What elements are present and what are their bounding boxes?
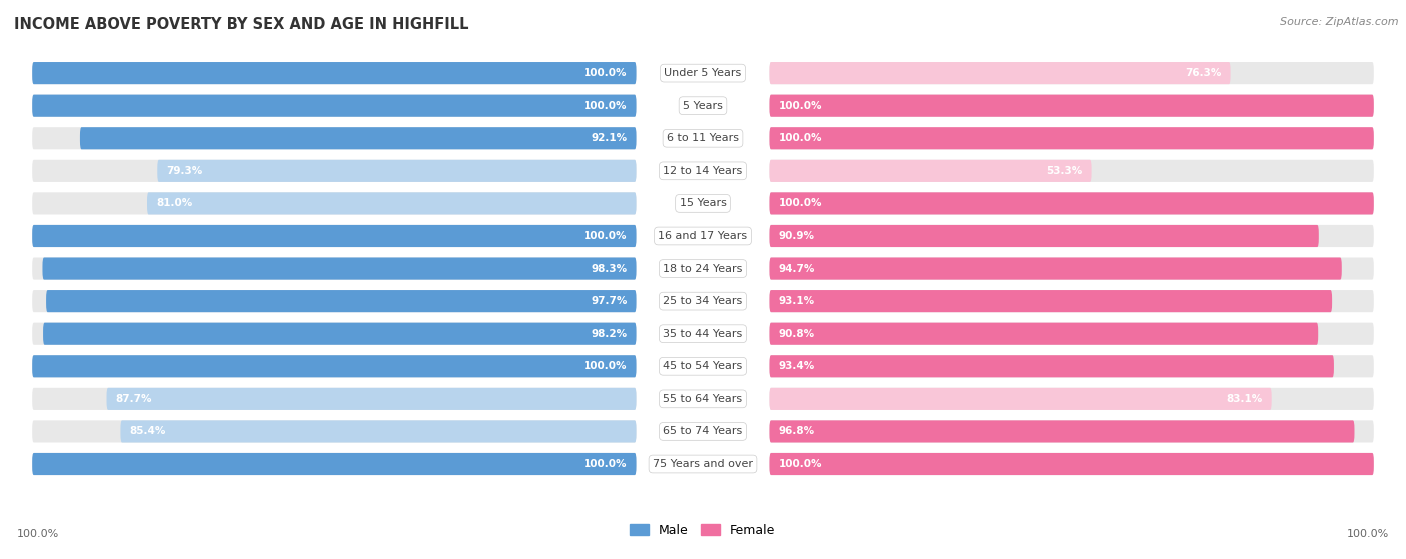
FancyBboxPatch shape xyxy=(32,94,637,117)
FancyBboxPatch shape xyxy=(32,355,637,377)
FancyBboxPatch shape xyxy=(121,420,637,443)
FancyBboxPatch shape xyxy=(32,160,637,182)
Text: 100.0%: 100.0% xyxy=(583,231,627,241)
FancyBboxPatch shape xyxy=(769,225,1374,247)
Legend: Male, Female: Male, Female xyxy=(626,519,780,542)
FancyBboxPatch shape xyxy=(769,127,1374,149)
Text: 100.0%: 100.0% xyxy=(583,459,627,469)
Text: Source: ZipAtlas.com: Source: ZipAtlas.com xyxy=(1281,17,1399,27)
FancyBboxPatch shape xyxy=(769,94,1374,117)
Text: 100.0%: 100.0% xyxy=(17,529,59,539)
FancyBboxPatch shape xyxy=(769,62,1374,84)
Text: 100.0%: 100.0% xyxy=(583,68,627,78)
Text: Under 5 Years: Under 5 Years xyxy=(665,68,741,78)
FancyBboxPatch shape xyxy=(769,453,1374,475)
Text: 83.1%: 83.1% xyxy=(1226,394,1263,404)
FancyBboxPatch shape xyxy=(769,160,1091,182)
Text: 87.7%: 87.7% xyxy=(115,394,152,404)
FancyBboxPatch shape xyxy=(32,62,637,84)
FancyBboxPatch shape xyxy=(769,388,1374,410)
Text: 76.3%: 76.3% xyxy=(1185,68,1222,78)
Text: 85.4%: 85.4% xyxy=(129,427,166,437)
FancyBboxPatch shape xyxy=(107,388,637,410)
Text: 93.4%: 93.4% xyxy=(779,361,815,371)
Text: 98.3%: 98.3% xyxy=(592,263,627,273)
FancyBboxPatch shape xyxy=(32,94,637,117)
Text: 35 to 44 Years: 35 to 44 Years xyxy=(664,329,742,339)
FancyBboxPatch shape xyxy=(42,258,637,280)
FancyBboxPatch shape xyxy=(769,355,1334,377)
FancyBboxPatch shape xyxy=(32,388,637,410)
Text: 100.0%: 100.0% xyxy=(583,101,627,111)
FancyBboxPatch shape xyxy=(32,192,637,215)
FancyBboxPatch shape xyxy=(769,62,1230,84)
FancyBboxPatch shape xyxy=(769,160,1374,182)
FancyBboxPatch shape xyxy=(769,192,1374,215)
FancyBboxPatch shape xyxy=(32,453,637,475)
FancyBboxPatch shape xyxy=(32,453,637,475)
Text: 18 to 24 Years: 18 to 24 Years xyxy=(664,263,742,273)
FancyBboxPatch shape xyxy=(769,453,1374,475)
FancyBboxPatch shape xyxy=(32,225,637,247)
Text: 75 Years and over: 75 Years and over xyxy=(652,459,754,469)
Text: 53.3%: 53.3% xyxy=(1046,166,1083,176)
Text: 90.9%: 90.9% xyxy=(779,231,814,241)
Text: 81.0%: 81.0% xyxy=(156,198,193,209)
Text: 15 Years: 15 Years xyxy=(679,198,727,209)
Text: 92.1%: 92.1% xyxy=(592,133,627,143)
FancyBboxPatch shape xyxy=(32,323,637,345)
Text: 79.3%: 79.3% xyxy=(166,166,202,176)
Text: 45 to 54 Years: 45 to 54 Years xyxy=(664,361,742,371)
Text: 93.1%: 93.1% xyxy=(779,296,814,306)
Text: 96.8%: 96.8% xyxy=(779,427,814,437)
Text: 5 Years: 5 Years xyxy=(683,101,723,111)
Text: 55 to 64 Years: 55 to 64 Years xyxy=(664,394,742,404)
FancyBboxPatch shape xyxy=(32,420,637,443)
FancyBboxPatch shape xyxy=(769,388,1271,410)
Text: 100.0%: 100.0% xyxy=(779,133,823,143)
FancyBboxPatch shape xyxy=(32,258,637,280)
FancyBboxPatch shape xyxy=(32,225,637,247)
FancyBboxPatch shape xyxy=(769,323,1374,345)
FancyBboxPatch shape xyxy=(769,323,1319,345)
FancyBboxPatch shape xyxy=(769,420,1374,443)
FancyBboxPatch shape xyxy=(80,127,637,149)
Text: 6 to 11 Years: 6 to 11 Years xyxy=(666,133,740,143)
FancyBboxPatch shape xyxy=(769,258,1374,280)
Text: 100.0%: 100.0% xyxy=(583,361,627,371)
Text: 98.2%: 98.2% xyxy=(592,329,627,339)
Text: 97.7%: 97.7% xyxy=(591,296,627,306)
FancyBboxPatch shape xyxy=(157,160,637,182)
FancyBboxPatch shape xyxy=(32,355,637,377)
FancyBboxPatch shape xyxy=(148,192,637,215)
Text: 25 to 34 Years: 25 to 34 Years xyxy=(664,296,742,306)
Text: 16 and 17 Years: 16 and 17 Years xyxy=(658,231,748,241)
FancyBboxPatch shape xyxy=(32,127,637,149)
FancyBboxPatch shape xyxy=(46,290,637,312)
FancyBboxPatch shape xyxy=(769,258,1341,280)
FancyBboxPatch shape xyxy=(769,420,1354,443)
FancyBboxPatch shape xyxy=(769,290,1331,312)
FancyBboxPatch shape xyxy=(32,290,637,312)
Text: 12 to 14 Years: 12 to 14 Years xyxy=(664,166,742,176)
Text: 65 to 74 Years: 65 to 74 Years xyxy=(664,427,742,437)
Text: 94.7%: 94.7% xyxy=(779,263,815,273)
FancyBboxPatch shape xyxy=(769,94,1374,117)
Text: 100.0%: 100.0% xyxy=(1347,529,1389,539)
FancyBboxPatch shape xyxy=(769,192,1374,215)
Text: INCOME ABOVE POVERTY BY SEX AND AGE IN HIGHFILL: INCOME ABOVE POVERTY BY SEX AND AGE IN H… xyxy=(14,17,468,32)
FancyBboxPatch shape xyxy=(769,355,1374,377)
FancyBboxPatch shape xyxy=(44,323,637,345)
FancyBboxPatch shape xyxy=(32,62,637,84)
Text: 90.8%: 90.8% xyxy=(779,329,814,339)
FancyBboxPatch shape xyxy=(769,127,1374,149)
Text: 100.0%: 100.0% xyxy=(779,198,823,209)
Text: 100.0%: 100.0% xyxy=(779,101,823,111)
FancyBboxPatch shape xyxy=(769,225,1319,247)
Text: 100.0%: 100.0% xyxy=(779,459,823,469)
FancyBboxPatch shape xyxy=(769,290,1374,312)
